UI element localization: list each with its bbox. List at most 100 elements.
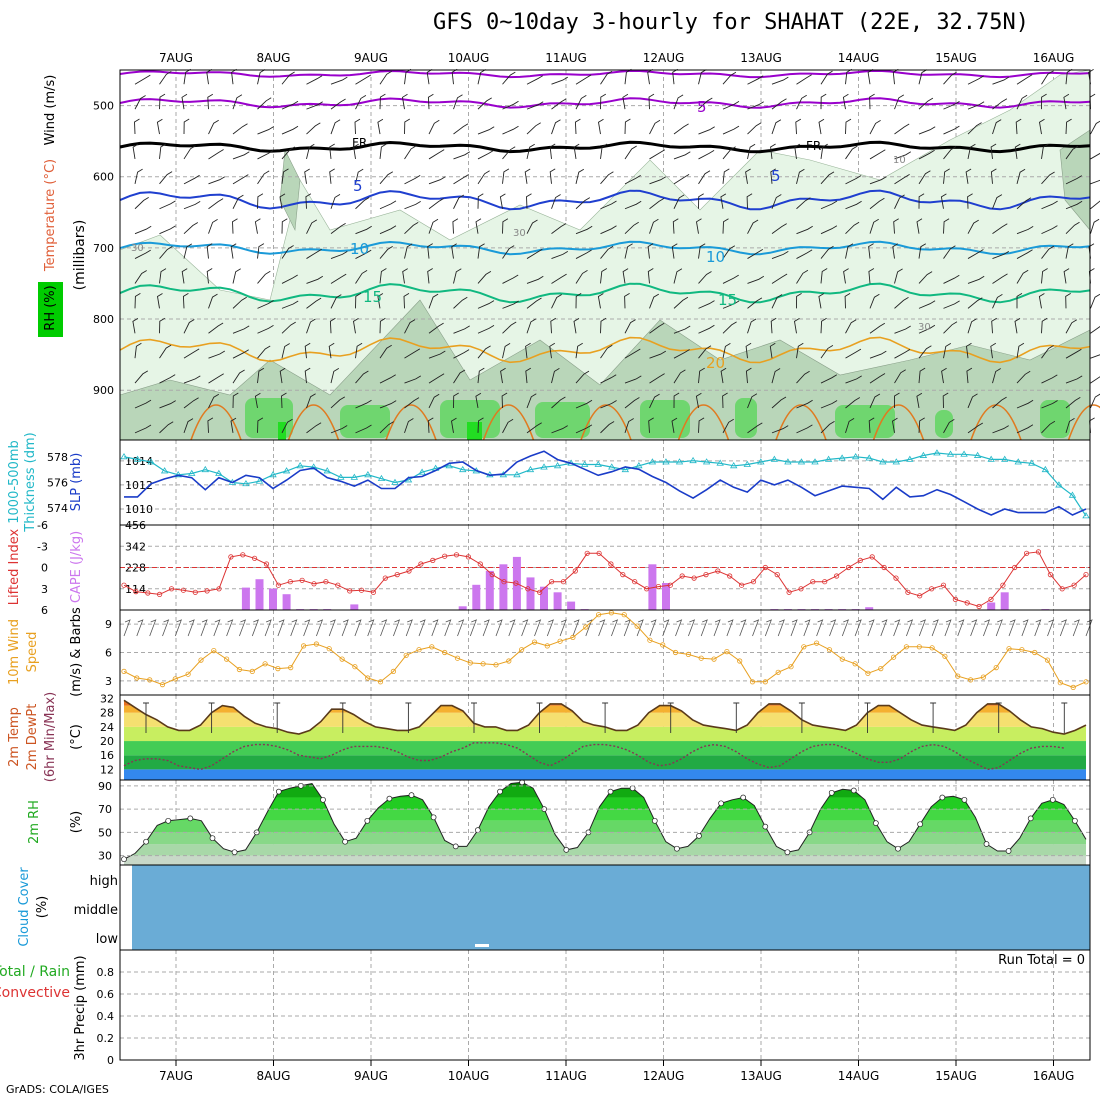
wind-barb — [818, 293, 825, 309]
wind10m-barb — [1085, 619, 1093, 637]
wind-barb — [477, 367, 485, 384]
wind-barb — [820, 93, 827, 110]
wind-barb — [698, 150, 715, 160]
wind-barb — [673, 94, 684, 110]
rh-point — [342, 838, 348, 845]
wind-barb — [549, 143, 556, 159]
rh-contour-label: 30 — [513, 228, 526, 239]
wind10m-point — [531, 639, 538, 645]
wind10m-point — [313, 641, 319, 647]
wind-barb — [208, 350, 226, 359]
li-point — [442, 553, 448, 559]
wind-barb — [673, 296, 689, 309]
thickness-point — [635, 462, 643, 469]
wind10m-point — [442, 649, 448, 656]
contour-label: 15 — [363, 288, 382, 306]
wind10m-barb — [213, 619, 221, 637]
wind-barb — [453, 349, 470, 359]
wind10m-barb — [649, 619, 657, 637]
pressure-tick-label: 700 — [93, 242, 114, 255]
wind10m-axis-label-3: (m/s) & Barbs — [69, 607, 84, 697]
wind10m-barb — [187, 619, 195, 637]
wind-barb — [157, 293, 163, 309]
wind-barb — [622, 93, 629, 110]
wind10m-barb — [367, 619, 375, 637]
thickness-point — [350, 473, 359, 480]
wind-barb — [967, 275, 985, 284]
wind-barb — [159, 400, 176, 409]
wind-barb — [747, 249, 764, 259]
slp-axis-label: SLP (mb) — [69, 453, 84, 512]
surface-temp-contour — [872, 404, 925, 441]
thickness-point — [309, 463, 318, 470]
dewpt-axis-label: 2m DewPt — [25, 704, 40, 771]
wind-barb — [943, 125, 960, 135]
wind10m-barb — [867, 619, 875, 637]
wind10m-barb — [559, 619, 567, 637]
wind-barb — [379, 400, 397, 409]
wind-barb — [1014, 318, 1021, 334]
wind-barb — [769, 342, 776, 359]
wind-barb — [1016, 226, 1034, 235]
wind-barb — [379, 268, 387, 284]
rh2m-unit-label: (%) — [69, 811, 84, 834]
wind-barb — [794, 318, 800, 334]
li-point — [513, 580, 519, 586]
wind-barb — [502, 146, 516, 160]
li-point — [204, 588, 210, 594]
wind-barb — [477, 345, 491, 359]
thickness-point — [364, 471, 372, 478]
li-tick-label: -6 — [37, 519, 48, 532]
date-label-bottom: 16AUG — [1033, 1069, 1075, 1083]
cape-bar — [350, 604, 359, 610]
wind10m-point — [467, 660, 473, 666]
wind-barb — [232, 369, 245, 384]
wind10m-barb — [739, 619, 747, 637]
wind10m-barb — [418, 619, 426, 637]
wind-barb — [502, 245, 515, 259]
wind10m-point — [326, 646, 332, 652]
wind-barb — [279, 193, 286, 209]
wind-barb — [281, 218, 288, 234]
date-label-top: 15AUG — [935, 51, 977, 65]
wind-barb — [648, 93, 655, 110]
wind-barb — [453, 296, 468, 309]
wind10m-barb — [983, 619, 991, 637]
li-point — [1059, 586, 1065, 592]
wind10m-point — [711, 656, 717, 662]
wind-barb — [257, 367, 265, 384]
wind-barb — [869, 120, 881, 135]
wind-barb — [1016, 74, 1033, 85]
rh-band — [124, 797, 1086, 810]
wind10m-barb — [508, 619, 516, 637]
wind-barb — [720, 367, 727, 384]
wind10m-point — [608, 610, 615, 616]
wind-barb — [673, 123, 689, 135]
wind-barb — [698, 170, 711, 185]
li-point — [489, 571, 495, 578]
wind-barb — [306, 297, 322, 309]
wind-barb — [526, 318, 537, 334]
wind-barb — [404, 201, 421, 210]
wind10m-point — [583, 624, 589, 630]
wind-axis-label: Wind (m/s) — [43, 75, 58, 146]
wind-barb — [183, 319, 195, 334]
li-point — [418, 561, 424, 567]
minmax-bar — [208, 702, 215, 733]
wind10m-point — [595, 612, 602, 618]
li-point — [1000, 582, 1006, 588]
wind-barb — [477, 97, 492, 110]
rh-region-dark — [640, 400, 690, 438]
wind-barb — [722, 343, 731, 359]
minmax-bar — [536, 702, 543, 733]
wind-barb — [379, 344, 392, 359]
wind-barb — [502, 343, 511, 359]
wind-barb — [183, 68, 191, 85]
wind-barb — [281, 125, 299, 135]
wind-barb — [795, 118, 802, 135]
thickness-point — [770, 455, 779, 462]
wind-barb — [159, 71, 172, 85]
cape-bar — [1000, 592, 1009, 610]
wind-barb — [600, 400, 617, 409]
wind-barb — [844, 293, 851, 309]
